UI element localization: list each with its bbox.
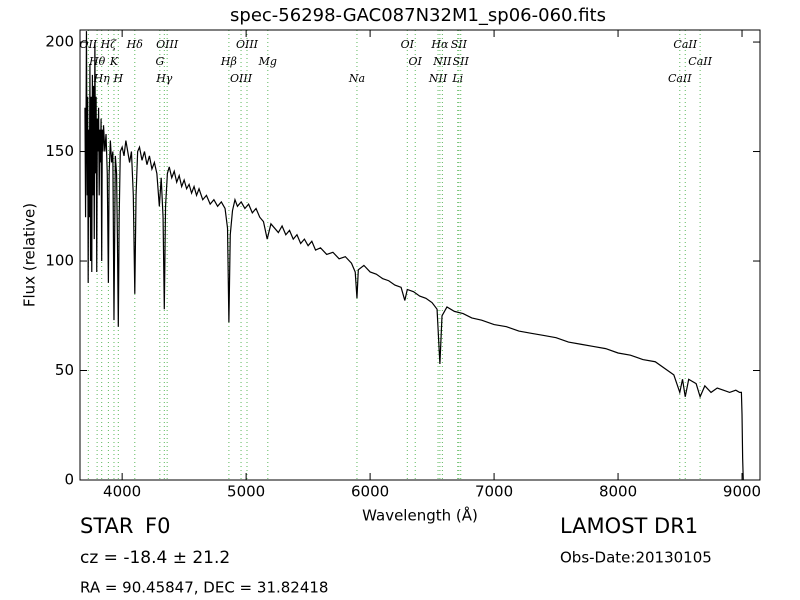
- spectral-line-label: NII: [432, 55, 452, 68]
- spectral-line-label: Mg: [258, 55, 277, 68]
- plot-frame: [79, 29, 761, 481]
- spectral-line-label: OIII: [236, 38, 259, 51]
- y-axis-label: Flux (relative): [21, 203, 39, 307]
- y-tick-label: 200: [45, 33, 74, 51]
- spectral-line-label: SII: [453, 55, 470, 68]
- spectral-line-label: CaII: [673, 38, 697, 51]
- spectral-line-label: NII: [428, 72, 448, 85]
- spectral-line-label: Hθ: [88, 55, 106, 68]
- spectral-line-label: Hβ: [220, 55, 237, 68]
- spectral-line-label: Hζ: [100, 38, 118, 51]
- x-tick-label: 4000: [103, 483, 141, 501]
- x-tick-label: 5000: [227, 483, 265, 501]
- x-axis-label: Wavelength (Å): [362, 506, 478, 525]
- spectral-line-label: H: [113, 72, 124, 85]
- spectral-line-label: SII: [451, 38, 468, 51]
- spectral-line-label: CaII: [688, 55, 712, 68]
- obs-date: Obs-Date:20130105: [560, 549, 712, 567]
- spectral-line-label: OII: [79, 38, 97, 51]
- object-subclass: F0: [145, 514, 170, 538]
- spectral-line-label: OIII: [156, 38, 179, 51]
- spectral-line-label: Hη: [93, 72, 111, 85]
- object-class: STAR: [80, 514, 133, 538]
- x-tick-label: 8000: [599, 483, 637, 501]
- spectral-line-label: Li: [451, 72, 463, 85]
- y-tick-label: 50: [55, 361, 74, 379]
- y-tick-label: 0: [64, 471, 74, 489]
- y-tick-label: 100: [45, 252, 74, 270]
- spectral-line-label: OI: [401, 38, 415, 51]
- spectral-line-label: CaII: [668, 72, 692, 85]
- spectral-line-label: Hγ: [155, 72, 173, 85]
- chart-title: spec-56298-GAC087N32M1_sp06-060.fits: [230, 5, 606, 26]
- spectral-line-label: OI: [409, 55, 423, 68]
- x-tick-label: 6000: [351, 483, 389, 501]
- survey: LAMOST DR1: [560, 514, 698, 538]
- spectrum-line: [84, 31, 744, 481]
- x-tick-label: 7000: [475, 483, 513, 501]
- spectral-line-label: Na: [348, 72, 365, 85]
- spectral-line-label: Hα: [430, 38, 449, 51]
- x-tick-label: 9000: [723, 483, 761, 501]
- coordinates: RA = 90.45847, DEC = 31.82418: [80, 579, 328, 597]
- y-tick-label: 150: [45, 142, 74, 160]
- redshift: cz = -18.4 ± 21.2: [80, 548, 230, 568]
- spectral-line-label: OIII: [230, 72, 253, 85]
- spectral-line-label: Hδ: [126, 38, 144, 51]
- spectral-line-label: K: [109, 55, 119, 68]
- spectral-line-label: G: [155, 55, 164, 68]
